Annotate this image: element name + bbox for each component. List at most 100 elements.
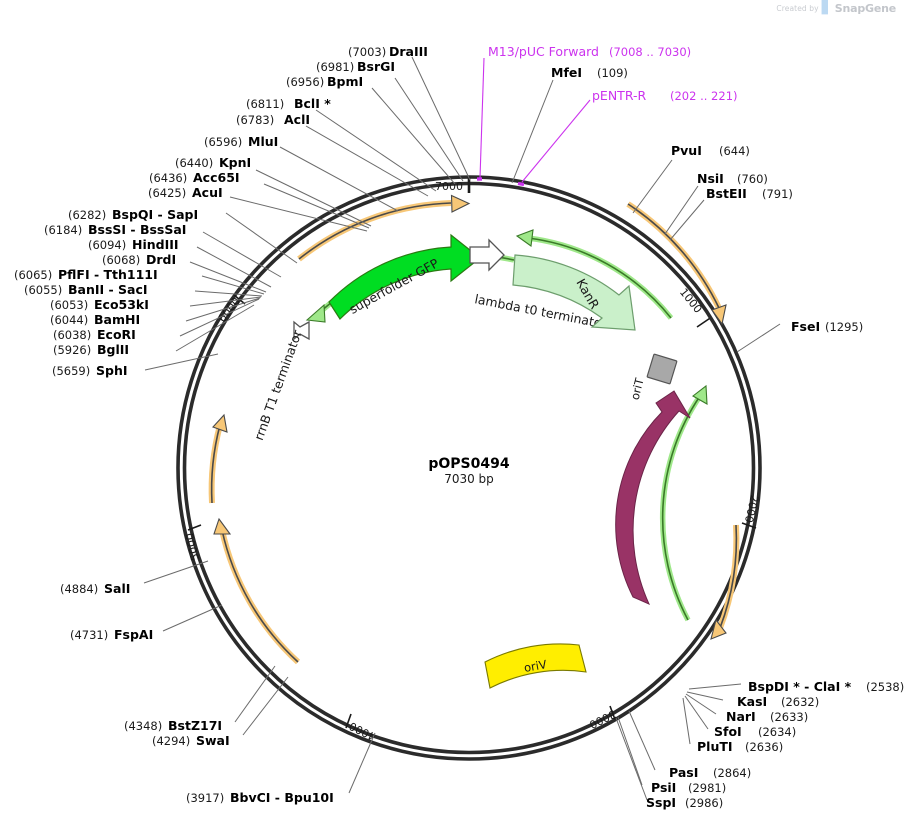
enzyme-name-bbvci: BbvCI - Bpu10I	[230, 790, 334, 805]
orange-arc-rightlower	[710, 524, 740, 640]
enzyme-label-kpni[interactable]: (6440) KpnI	[175, 155, 251, 170]
enzyme-name-bamhi: BamHI	[94, 312, 140, 327]
enzyme-name-sfoi: SfoI	[714, 724, 742, 739]
enzyme-position-sspi: (2986)	[685, 796, 723, 810]
enzyme-position-banii: (6055)	[24, 283, 62, 297]
enzyme-position-acli: (6783)	[236, 113, 274, 127]
enzyme-label-bglii[interactable]: (5926) BglII	[53, 342, 129, 357]
feature-orit[interactable]: oriT	[628, 353, 678, 401]
enzyme-name-bstz17i: BstZ17I	[168, 718, 222, 733]
enzyme-position-pasi: (2864)	[713, 766, 751, 780]
enzyme-label-mlui[interactable]: (6596) MluI	[204, 134, 278, 149]
feature-trfa[interactable]: trfA	[615, 390, 691, 605]
enzyme-label-bsteii[interactable]: BstEII (791)	[706, 186, 793, 201]
enzyme-label-bpmi[interactable]: (6956) BpmI	[286, 74, 363, 89]
enzyme-name-swai: SwaI	[196, 733, 230, 748]
enzyme-name-drdi: DrdI	[146, 252, 176, 267]
enzyme-label-bsssi-bsssai[interactable]: (6184) BssSI - BssSaI	[44, 222, 186, 237]
enzyme-label-sfoi[interactable]: SfoI (2634)	[714, 724, 796, 739]
feature-oriv[interactable]: oriV	[484, 643, 587, 689]
enzyme-label-draiii[interactable]: (7003) DraIII	[348, 44, 428, 59]
enzyme-label-bsrgi[interactable]: (6981) BsrGI	[316, 59, 395, 74]
tick-3000: 3000	[587, 705, 618, 731]
enzyme-name-pflfi: PflFI - Tth111I	[58, 267, 158, 282]
enzyme-name-acli: AclI	[284, 112, 310, 127]
enzyme-label-pasi[interactable]: PasI (2864)	[669, 765, 751, 780]
enzyme-position-sphi: (5659)	[52, 364, 90, 378]
enzyme-name-bspdi: BspDI * - ClaI *	[748, 679, 852, 694]
enzyme-label-kasi[interactable]: KasI (2632)	[737, 694, 819, 709]
enzyme-label-ecori[interactable]: (6038) EcoRI	[53, 327, 136, 342]
enzyme-label-drdi[interactable]: (6068) DrdI	[102, 252, 176, 267]
primer-label-pentr-r[interactable]: pENTR-R (202 .. 221)	[592, 88, 738, 103]
enzyme-label-sspi[interactable]: SspI (2986)	[646, 795, 723, 810]
enzyme-label-bspqi-sapi[interactable]: (6282) BspQI - SapI	[68, 207, 198, 222]
enzyme-name-pasi: PasI	[669, 765, 698, 780]
primer-name-pentr-r: pENTR-R	[592, 88, 647, 103]
enzyme-name-pvui: PvuI	[671, 143, 702, 158]
enzyme-position-nsii: (760)	[737, 172, 768, 186]
feature-rrnb-t1-terminator[interactable]: rrnB T1 terminator	[251, 320, 310, 442]
enzyme-position-fspai: (4731)	[70, 628, 108, 642]
enzyme-label-mfei[interactable]: MfeI (109)	[551, 65, 628, 80]
enzyme-position-drdi: (6068)	[102, 253, 140, 267]
enzyme-label-bcli[interactable]: (6811) BclI *	[246, 96, 331, 111]
tick-label-7000: 7000	[435, 180, 463, 193]
enzyme-name-fsei: FseI	[791, 319, 820, 334]
enzyme-position-fsei: (1295)	[825, 320, 863, 334]
enzyme-name-bpmi: BpmI	[327, 74, 363, 89]
enzyme-label-acui[interactable]: (6425) AcuI	[148, 185, 223, 200]
tick-1000: 1000	[677, 286, 710, 328]
enzyme-label-pluti[interactable]: PluTI (2636)	[697, 739, 783, 754]
enzyme-label-swai[interactable]: (4294) SwaI	[152, 733, 230, 748]
enzyme-position-bpmi: (6956)	[286, 75, 324, 89]
tick-5000: 5000	[183, 524, 202, 562]
enzyme-label-eco53ki[interactable]: (6053) Eco53kI	[50, 297, 149, 312]
primer-label-m13-puc-forward[interactable]: M13/pUC Forward (7008 .. 7030)	[488, 44, 691, 59]
enzyme-label-nsii[interactable]: NsiI (760)	[697, 171, 768, 186]
enzyme-name-kpni: KpnI	[219, 155, 251, 170]
enzyme-label-hindiii[interactable]: (6094) HindIII	[88, 237, 179, 252]
enzyme-name-bcli: BclI *	[294, 96, 331, 111]
enzyme-position-pvui: (644)	[719, 144, 750, 158]
green-arc-kanr	[515, 229, 674, 320]
green-arc-trfa	[659, 384, 708, 622]
enzyme-name-fspai: FspAI	[114, 627, 153, 642]
enzyme-label-nari[interactable]: NarI (2633)	[726, 709, 808, 724]
enzyme-label-acli[interactable]: (6783) AclI	[236, 112, 310, 127]
enzyme-label-bamhi[interactable]: (6044) BamHI	[50, 312, 140, 327]
enzyme-label-bstz17i[interactable]: (4348) BstZ17I	[124, 718, 222, 733]
orange-arc-topright	[626, 201, 727, 326]
feature-kanr[interactable]: KanR	[512, 254, 636, 331]
enzyme-name-hindiii: HindIII	[132, 237, 179, 252]
enzyme-position-bspdi: (2538)	[866, 680, 904, 694]
enzyme-name-sphi: SphI	[96, 363, 128, 378]
snapgene-logo-icon: ▋	[821, 0, 832, 15]
enzyme-label-sphi[interactable]: (5659) SphI	[52, 363, 128, 378]
watermark-created-by-label: Created by	[776, 4, 819, 13]
enzyme-label-sali[interactable]: (4884) SalI	[60, 581, 130, 596]
enzyme-position-nari: (2633)	[770, 710, 808, 724]
enzyme-position-psii: (2981)	[688, 781, 726, 795]
enzyme-label-pflfi-tth111i[interactable]: (6065) PflFI - Tth111I	[14, 267, 158, 282]
enzyme-label-pvui[interactable]: PvuI (644)	[671, 143, 750, 158]
enzyme-label-bspdi-clai[interactable]: BspDI * - ClaI * (2538)	[748, 679, 904, 694]
enzyme-label-acc65i[interactable]: (6436) Acc65I	[149, 170, 240, 185]
enzyme-position-mlui: (6596)	[204, 135, 242, 149]
tick-7000: 7000	[435, 177, 471, 193]
feature-label-oriv: oriV	[523, 657, 548, 675]
enzyme-name-bsteii: BstEII	[706, 186, 747, 201]
enzyme-position-bspqi: (6282)	[68, 208, 106, 222]
enzyme-label-psii[interactable]: PsiI (2981)	[651, 780, 726, 795]
enzyme-name-nsii: NsiI	[697, 171, 724, 186]
enzyme-position-bglii: (5926)	[53, 343, 91, 357]
enzyme-label-banii-saci[interactable]: (6055) BanII - SacI	[24, 282, 148, 297]
enzyme-label-bbvci-bpu10i[interactable]: (3917) BbvCI - Bpu10I	[186, 790, 334, 805]
enzyme-position-acui: (6425)	[148, 186, 186, 200]
enzyme-label-fspai[interactable]: (4731) FspAI	[70, 627, 153, 642]
enzyme-label-fsei[interactable]: FseI (1295)	[791, 319, 863, 334]
primer-name-m13-puc-forward: M13/pUC Forward	[488, 44, 599, 59]
feature-superfolder-gfp[interactable]: superfolder GFP	[328, 233, 481, 320]
